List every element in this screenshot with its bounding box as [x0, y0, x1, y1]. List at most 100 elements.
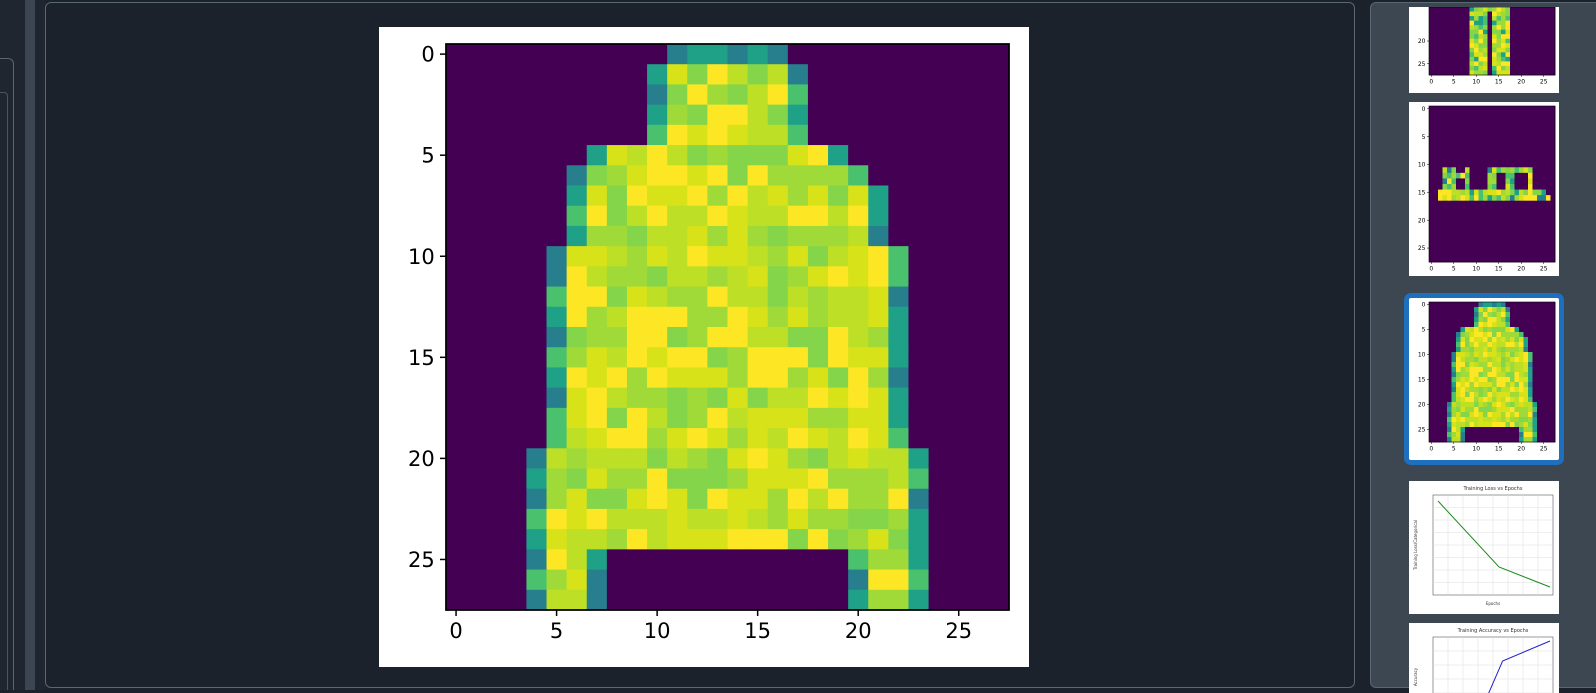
thumb-coat-pixel [1442, 327, 1448, 333]
thumb-coat-pixel [1505, 427, 1511, 433]
thumb-coat-pixel [1433, 332, 1439, 338]
thumb-sandal-pixel [1501, 195, 1506, 202]
thumb-sandal-pixel [1429, 172, 1434, 179]
main-pixel [486, 488, 507, 510]
thumb-coat-pixel [1442, 357, 1448, 363]
thumb-coat-pixel [1442, 432, 1448, 438]
main-pixel [868, 286, 889, 308]
thumb-sandal-pixel [1492, 111, 1497, 118]
thumb-coat-pixel [1465, 367, 1470, 373]
main-pixel [647, 205, 668, 227]
thumb-coat-pixel [1487, 367, 1493, 373]
thumb-image-coat[interactable]: 0 5 10 15 20 25 0 5 10 15 20 25 [1409, 298, 1559, 460]
main-pixel [626, 104, 648, 126]
thumb-trouser-pixel [1438, 65, 1443, 71]
thumb-trouser-pixel [1519, 56, 1524, 62]
main-pixel [687, 529, 708, 550]
thumb-trouser-pixel [1550, 61, 1556, 67]
thumb-sandal-cells [1429, 106, 1556, 263]
thumb-coat-pixel [1478, 362, 1484, 368]
thumb-sandal-pixel [1496, 167, 1502, 174]
thumb-trouser-pixel [1442, 38, 1448, 44]
left-collapsed-tab[interactable] [0, 58, 14, 690]
thumb-trouser-pixel [1483, 34, 1488, 40]
thumb-trouser-pixel [1460, 34, 1466, 40]
thumb-sandal-pixel [1483, 228, 1488, 235]
thumb-trouser-pixel [1532, 38, 1538, 44]
thumb-coat-pixel [1537, 437, 1542, 443]
main-pixel [707, 468, 728, 490]
thumb-chart-loss[interactable]: Training Loss vs Epochs Epochs Training Lo… [1409, 481, 1559, 614]
main-pixel [727, 205, 749, 227]
thumb-trouser-pixel [1519, 61, 1524, 67]
main-pixel [928, 407, 950, 429]
thumb-coat-pixel [1523, 432, 1529, 438]
thumb-coat-pixel [1501, 327, 1506, 333]
thumb-sandal-pixel [1523, 189, 1529, 196]
thumb-trouser-pixel [1460, 70, 1466, 76]
left-collapsed-tab-inner[interactable] [0, 92, 8, 690]
thumb-chart-accuracy[interactable]: Training Accuracy vs Epochs Accuracy [1409, 623, 1559, 693]
thumb-trouser-pixel [1433, 52, 1439, 58]
thumb-sandal-pixel [1456, 189, 1461, 196]
thumb-coat-pixel [1519, 437, 1524, 443]
main-pixel [727, 407, 749, 429]
main-pixel [546, 44, 568, 65]
thumb-coat-pixel [1501, 302, 1506, 308]
thumb-trouser-pixel [1447, 11, 1452, 17]
thumb-coat-pixel [1478, 437, 1484, 443]
thumb-sandal-pixel [1537, 206, 1542, 213]
thumb-coat-pixel [1496, 347, 1502, 353]
thumb-sandal-pixel [1483, 200, 1488, 207]
main-pixel [446, 549, 467, 570]
thumb-coat-pixel [1546, 337, 1551, 343]
thumb-trouser-pixel [1505, 16, 1511, 21]
main-pixel [968, 589, 990, 611]
thumb-sandal-pixel [1474, 211, 1479, 218]
main-pixel [566, 165, 588, 186]
thumb-trouser-pixel [1541, 29, 1547, 35]
thumb-trouser-pixel [1514, 34, 1520, 40]
thumb-sandal-pixel [1474, 239, 1479, 246]
thumb-image-sandal[interactable]: 0 5 10 15 20 25 0 5 10 15 20 25 [1409, 102, 1559, 276]
main-pixel [888, 468, 909, 490]
thumb-sandal-pixel [1465, 256, 1470, 263]
thumb-trouser-pixel [1478, 52, 1484, 58]
thumb-coat-pixel [1487, 412, 1493, 418]
main-pixel [828, 347, 849, 368]
main-pixel [647, 64, 668, 85]
thumb-coat-pixel [1451, 377, 1457, 383]
thumb-sandal-pixel [1550, 167, 1556, 174]
main-pixel [787, 529, 809, 550]
thumb-trouser-pixel [1532, 52, 1538, 58]
left-scrollbar[interactable] [25, 0, 35, 690]
thumb-trouser-pixel [1514, 25, 1520, 31]
thumb-coat-pixel [1532, 302, 1538, 308]
main-image-panel: 0 5 10 15 20 25 0 5 10 15 20 25 [45, 2, 1355, 688]
thumb-sandal-pixel [1438, 122, 1443, 129]
thumb-sandal-pixel [1492, 223, 1497, 229]
thumb-coat-pixel [1492, 432, 1497, 438]
thumb-coat-pixel [1478, 327, 1484, 333]
thumb-coat-pixel [1429, 347, 1434, 353]
thumb-trouser-pixel [1532, 70, 1538, 76]
thumb-coat-pixel [1492, 387, 1497, 393]
thumb-sandal-pixel [1451, 256, 1457, 263]
main-pixel [928, 145, 950, 166]
thumb-coat-pixel [1519, 432, 1524, 438]
main-pixel [667, 84, 688, 106]
thumb-coat-pixel [1456, 392, 1461, 398]
panel-gutter[interactable] [1355, 0, 1370, 690]
thumb-coat-pixel [1546, 357, 1551, 363]
thumb-coat-pixel [1478, 317, 1484, 323]
main-pixel [848, 124, 869, 146]
thumb-sandal-pixel [1519, 234, 1524, 241]
thumb-sandal-pixel [1442, 111, 1448, 118]
main-pixel [868, 205, 889, 227]
main-pixel [868, 589, 889, 611]
thumb-sandal-pixel [1510, 223, 1515, 229]
thumb-coat-pixel [1465, 432, 1470, 438]
thumb-image-trouser[interactable]: 0 5 10 15 20 25 20 25 [1409, 7, 1559, 93]
thumb-trouser-pixel [1478, 56, 1484, 62]
thumb-coat-pixel [1519, 417, 1524, 423]
